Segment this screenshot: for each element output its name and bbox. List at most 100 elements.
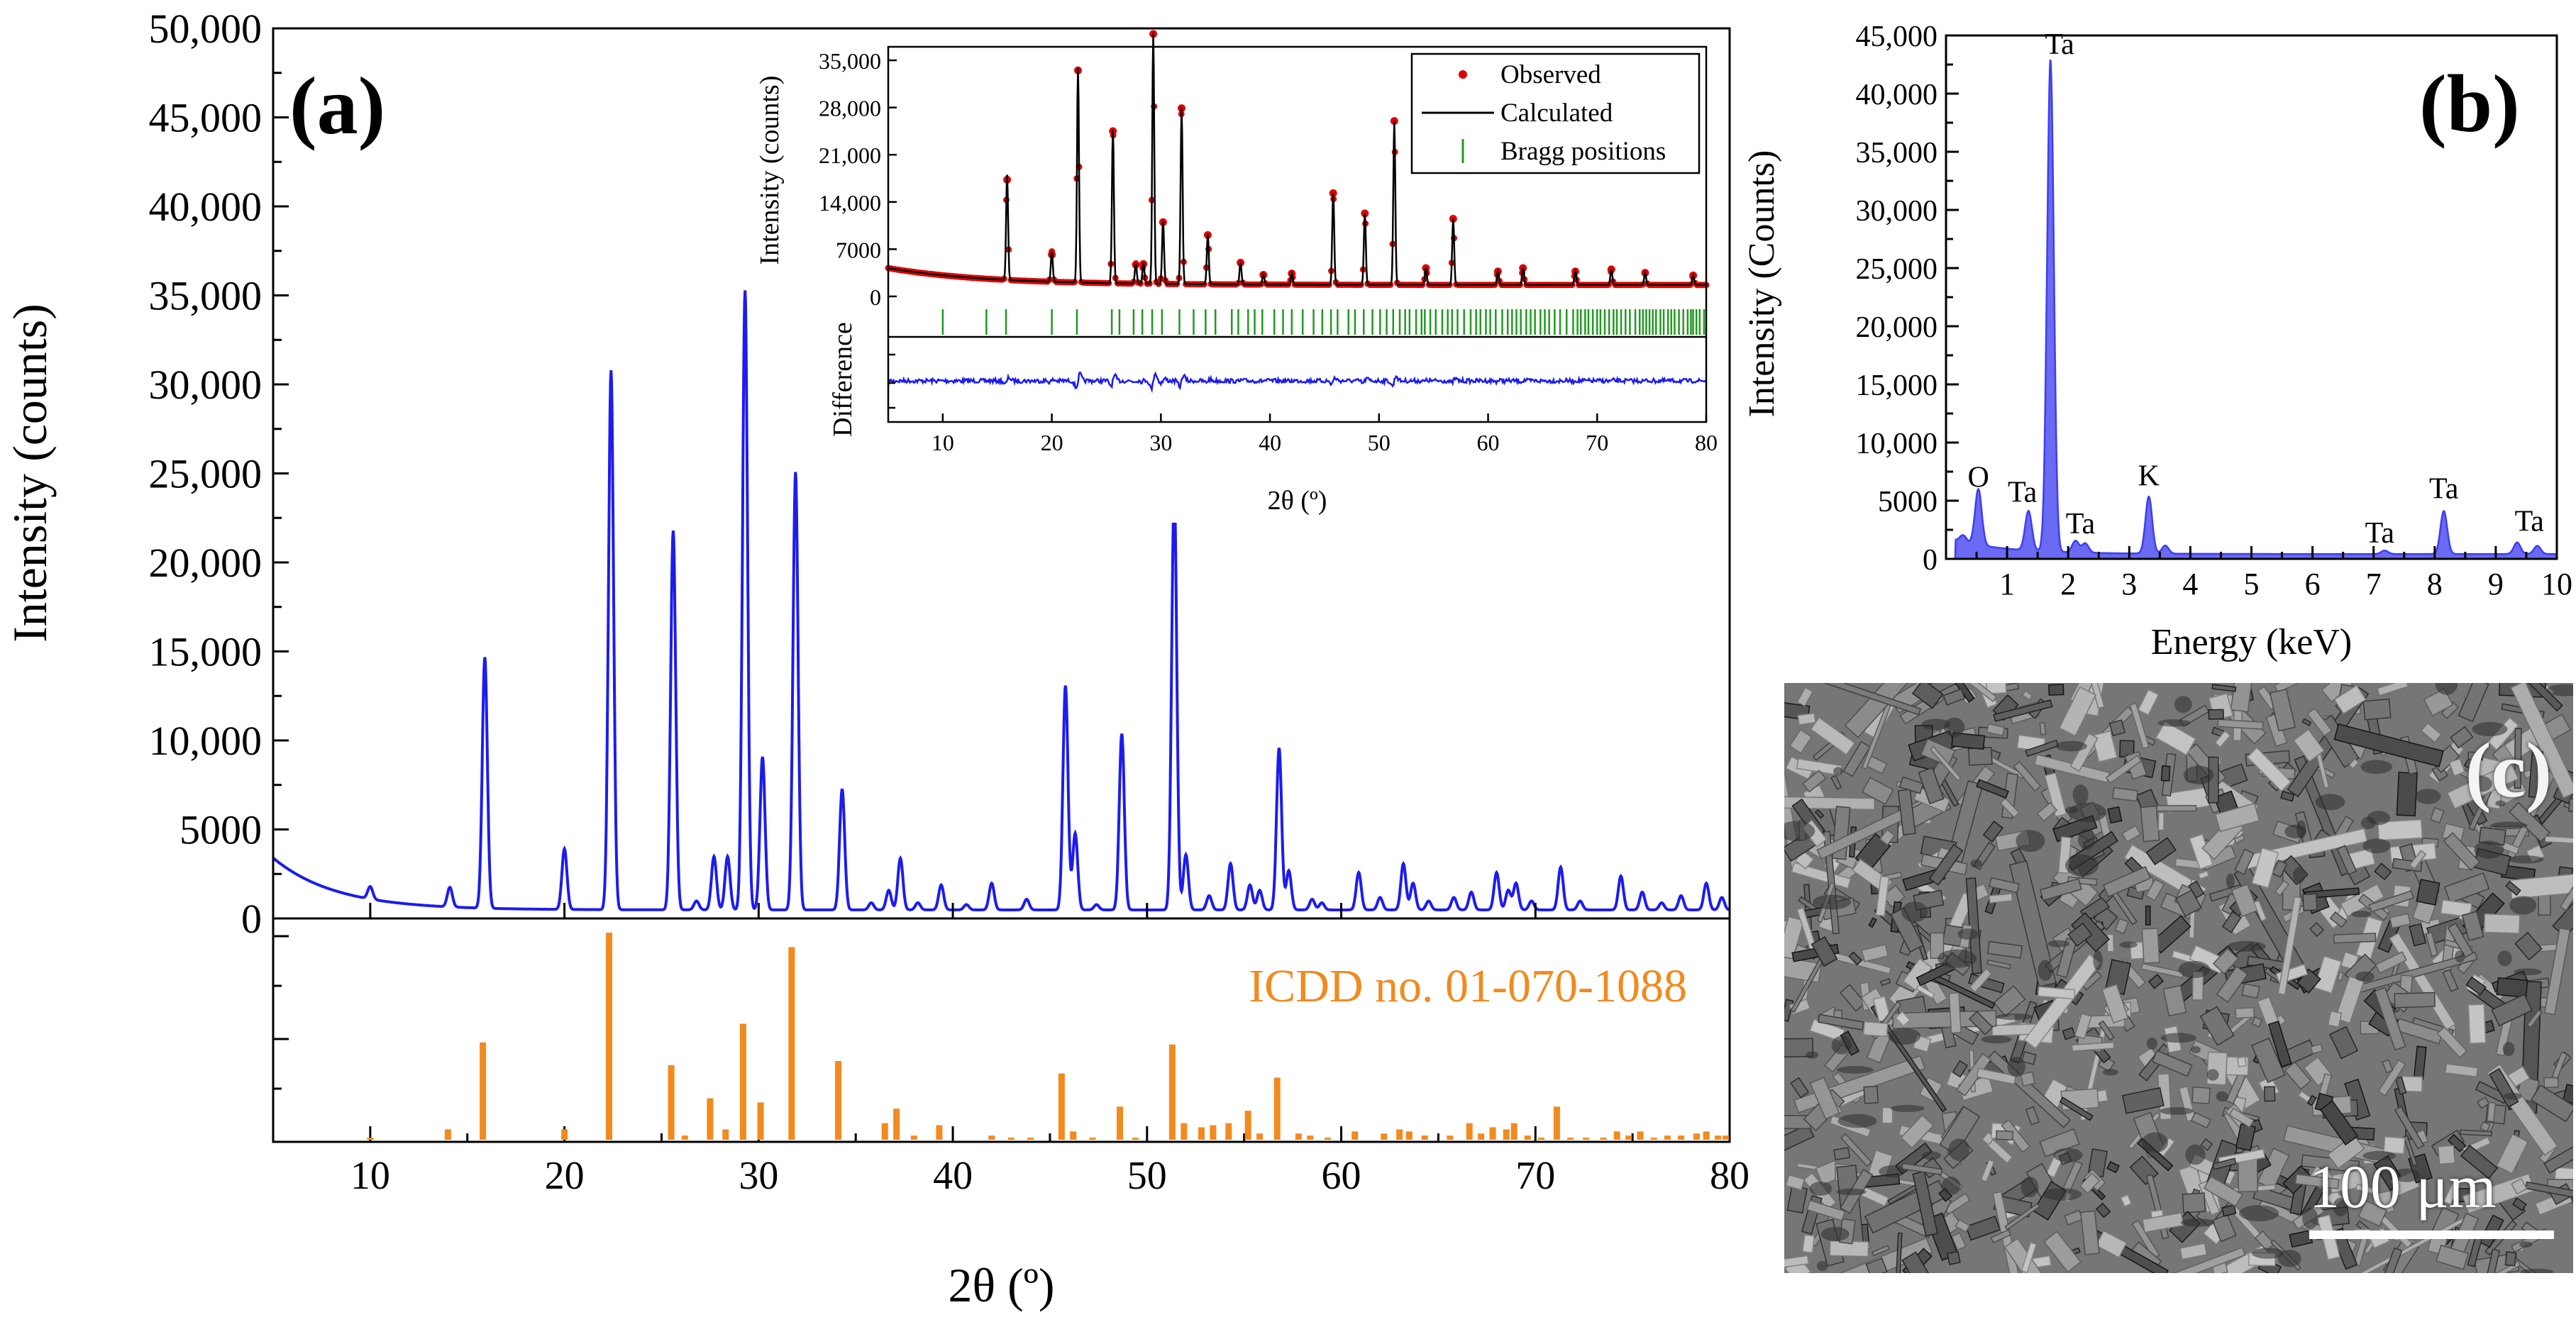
sem-crystal xyxy=(2483,913,2521,934)
sem-crystal xyxy=(2008,860,2057,988)
sem-crystal xyxy=(2394,991,2436,1009)
sem-crystal xyxy=(2112,787,2139,802)
sem-crystal xyxy=(2511,1177,2528,1195)
sem-crystal xyxy=(1986,723,2006,736)
reference-bar xyxy=(1256,1133,1264,1140)
sem-crystal xyxy=(1980,1159,1995,1183)
sem-crystal xyxy=(2235,1007,2255,1019)
inset-frame xyxy=(887,45,1708,423)
sem-crystal xyxy=(2211,684,2237,692)
sem-crystal xyxy=(1796,687,1814,707)
y-tick-label: 25,000 xyxy=(149,451,262,497)
sem-crystal xyxy=(1797,712,1816,726)
sem-crystal xyxy=(2091,730,2118,763)
reference-bar xyxy=(1027,1138,1034,1140)
sem-crystal xyxy=(1789,728,1813,755)
inset-x-axis-label: 2θ (º) xyxy=(1268,486,1327,516)
legend-bragg-label: Bragg positions xyxy=(1500,137,1666,166)
sem-crystal xyxy=(2234,848,2255,875)
calculated-line xyxy=(888,33,1706,287)
sem-crystal xyxy=(1814,809,1825,819)
eds-x-tick-label: 4 xyxy=(2182,567,2198,601)
sem-crystal xyxy=(1986,683,2007,695)
sem-pore xyxy=(2077,828,2096,850)
sem-crystal xyxy=(2074,1012,2092,1040)
sem-crystal xyxy=(1928,843,1964,886)
sem-crystal xyxy=(2458,683,2489,723)
sem-crystal xyxy=(2436,1026,2468,1059)
sem-pore xyxy=(2226,873,2235,889)
eds-peak-annotation: Ta xyxy=(2066,508,2096,540)
sem-crystal xyxy=(2043,1231,2082,1273)
reference-bar xyxy=(1524,1135,1531,1140)
reference-bar xyxy=(480,1042,487,1140)
reference-bar xyxy=(835,1061,842,1140)
sem-pore xyxy=(2508,855,2544,864)
sem-crystal xyxy=(2302,893,2318,911)
sem-crystal xyxy=(2512,1197,2527,1211)
sem-crystal xyxy=(1942,688,1966,706)
sem-crystal xyxy=(2496,977,2528,999)
sem-crystal xyxy=(2333,933,2377,944)
eds-y-tick-label: 30,000 xyxy=(1856,195,1938,228)
sem-crystal xyxy=(1833,1147,1851,1161)
sem-crystal xyxy=(2394,1106,2425,1150)
reference-bar xyxy=(1625,1135,1632,1140)
sem-crystal xyxy=(2374,862,2392,881)
reference-bar xyxy=(1273,1077,1281,1140)
sem-crystal xyxy=(2021,1242,2038,1273)
sem-image-panel: (c) 100 μm xyxy=(1784,683,2573,1273)
sem-crystal xyxy=(2450,726,2474,749)
sem-crystal xyxy=(2442,969,2459,992)
inset-y-axis-label: Intensity (counts) xyxy=(755,75,785,265)
scale-bar-label: 100 μm xyxy=(2309,1152,2497,1221)
sem-crystal xyxy=(1990,1229,2012,1244)
x-tick-label: 30 xyxy=(739,1154,778,1198)
sem-crystal xyxy=(2141,928,2160,964)
sem-crystal xyxy=(2121,825,2142,843)
sem-pore xyxy=(1821,1227,1850,1241)
sem-crystal xyxy=(2251,1016,2263,1028)
sem-crystal xyxy=(2568,798,2573,813)
sem-crystal xyxy=(2409,850,2427,870)
sem-crystal xyxy=(2348,757,2360,770)
sem-pore xyxy=(2146,1037,2158,1050)
reference-bar xyxy=(1058,1073,1065,1140)
eds-y-tick-label: 45,000 xyxy=(1856,21,1938,53)
sem-pore xyxy=(1888,1028,1921,1045)
sem-crystal xyxy=(1916,984,1935,999)
sem-crystal xyxy=(2467,751,2484,761)
sem-crystal xyxy=(2020,1071,2036,1087)
sem-pore xyxy=(2069,802,2106,823)
x-tick-label: 70 xyxy=(1515,1154,1555,1198)
reference-bar xyxy=(788,947,795,1140)
inset-y-tick-label: 0 xyxy=(870,284,881,310)
sem-crystal xyxy=(2095,1202,2111,1218)
xrd-pattern-line xyxy=(272,290,1730,912)
sem-pore xyxy=(1922,1151,1941,1160)
panel-a-label: (a) xyxy=(289,61,385,152)
sem-crystal xyxy=(2559,885,2573,911)
sem-pore xyxy=(1831,1035,1852,1055)
sem-pore xyxy=(1970,859,1982,868)
sem-crystal xyxy=(2377,818,2423,841)
reference-bar xyxy=(1007,1138,1015,1140)
reference-bar xyxy=(1703,1131,1710,1140)
sem-crystal xyxy=(2383,1136,2406,1155)
sem-crystal xyxy=(1875,875,1890,917)
sem-pore xyxy=(2053,1148,2083,1162)
sem-crystal xyxy=(2274,879,2290,896)
sem-pore xyxy=(2293,867,2306,884)
sem-crystal xyxy=(2329,1026,2359,1060)
inset-x-tick-label: 70 xyxy=(1586,430,1608,455)
reference-bar xyxy=(757,1102,764,1140)
sem-crystal xyxy=(2263,1086,2276,1102)
sem-pore xyxy=(2160,1033,2197,1043)
sem-crystal xyxy=(2525,1181,2573,1199)
sem-crystal xyxy=(2465,976,2487,996)
sem-crystal xyxy=(1986,959,2011,970)
sem-crystal xyxy=(2336,845,2357,876)
sem-pore xyxy=(1833,767,1843,776)
eds-x-tick-label: 2 xyxy=(2060,567,2076,601)
sem-crystal xyxy=(1950,1232,1967,1251)
